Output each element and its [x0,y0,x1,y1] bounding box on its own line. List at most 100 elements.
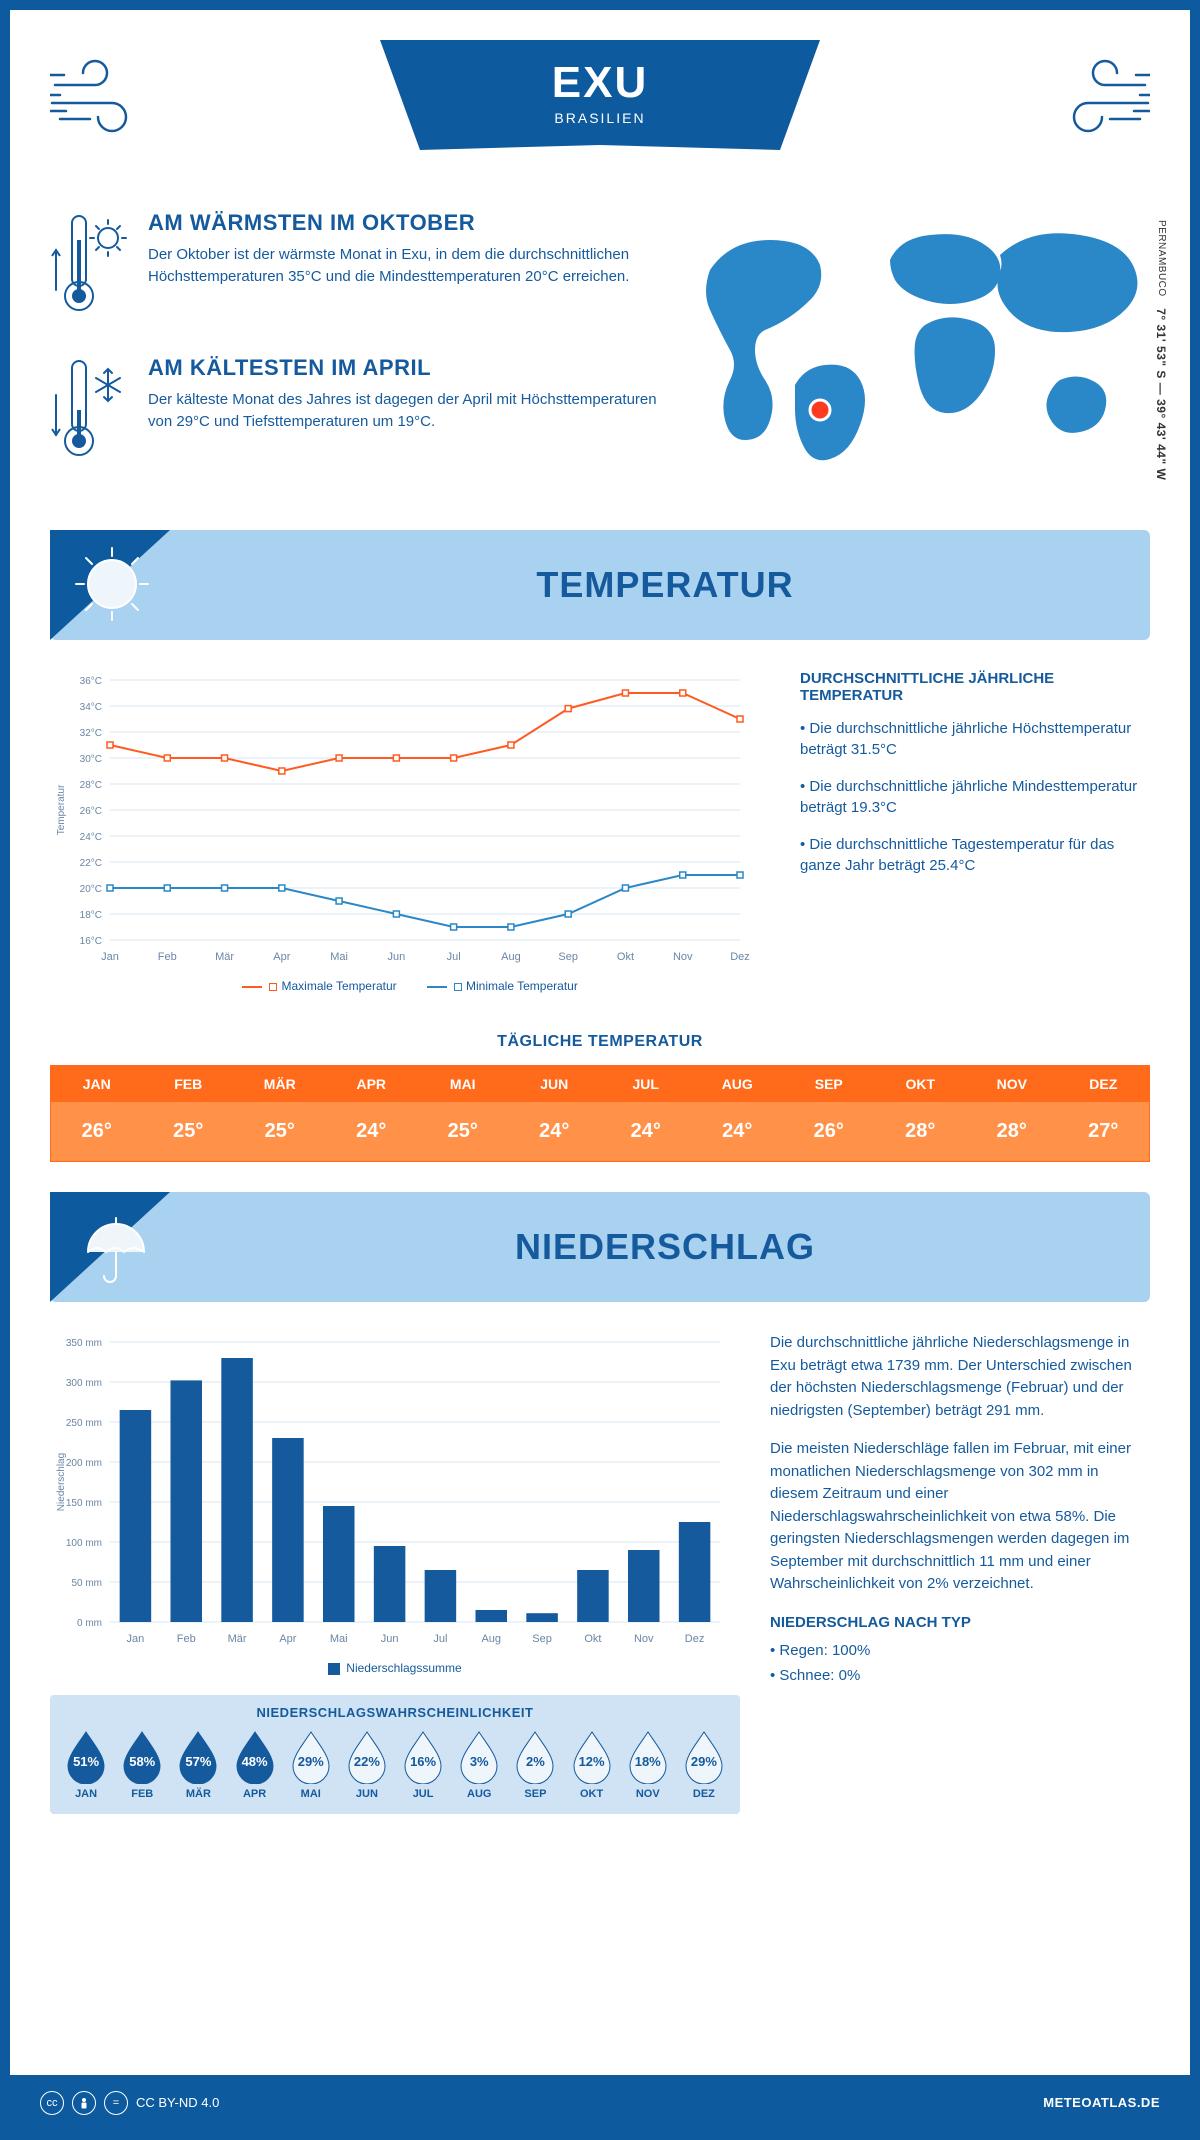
location-marker [810,400,830,420]
probability-drop: 12% OKT [566,1730,618,1800]
table-cell: 26° [783,1102,875,1161]
table-header: FEB [143,1066,235,1102]
table-header: JUL [600,1066,692,1102]
daily-temp-table: JANFEBMÄRAPRMAIJUNJULAUGSEPOKTNOVDEZ26°2… [50,1065,1150,1162]
svg-text:350 mm: 350 mm [66,1338,102,1349]
table-header: DEZ [1058,1066,1150,1102]
svg-text:24°C: 24°C [80,832,102,843]
svg-text:22°C: 22°C [80,858,102,869]
svg-text:26°C: 26°C [80,806,102,817]
probability-drop: 29% DEZ [678,1730,730,1800]
svg-text:16°C: 16°C [80,936,102,947]
umbrella-icon [70,1204,155,1294]
svg-text:Jun: Jun [381,1633,399,1645]
table-cell: 27° [1058,1102,1150,1161]
table-header: APR [326,1066,418,1102]
svg-text:Sep: Sep [532,1633,552,1645]
temperature-line-chart: 16°C18°C20°C22°C24°C26°C28°C30°C32°C34°C… [50,670,770,993]
svg-text:34°C: 34°C [80,702,102,713]
svg-text:Niederschlag: Niederschlag [56,1453,67,1511]
fact-text: Der kälteste Monat des Jahres ist dagege… [148,389,660,433]
table-cell: 24° [326,1102,418,1161]
table-header: AUG [692,1066,784,1102]
svg-text:Dez: Dez [685,1633,705,1645]
svg-text:Sep: Sep [558,951,578,963]
world-map-svg [690,210,1150,470]
section-title: TEMPERATUR [536,564,793,606]
intro-row: AM WÄRMSTEN IM OKTOBER Der Oktober ist d… [50,210,1150,500]
svg-text:Jan: Jan [127,1633,145,1645]
infographic-page: EXU BRASILIEN AM WÄRMSTEN IM OKTOBER Der… [0,0,1200,2140]
svg-text:32°C: 32°C [80,728,102,739]
precipitation-bar-chart: 0 mm50 mm100 mm150 mm200 mm250 mm300 mm3… [50,1332,740,1675]
footer: cc = CC BY-ND 4.0 METEOATLAS.DE [10,2075,1190,2130]
svg-text:Feb: Feb [158,951,177,963]
svg-text:Jul: Jul [447,951,461,963]
svg-text:0 mm: 0 mm [77,1618,102,1629]
section-banner-precip: NIEDERSCHLAG [50,1192,1150,1302]
svg-text:Okt: Okt [584,1633,601,1645]
table-cell: 28° [875,1102,967,1161]
daily-temp-title: TÄGLICHE TEMPERATUR [50,1033,1150,1051]
svg-text:Nov: Nov [634,1633,654,1645]
fact-coldest: AM KÄLTESTEN IM APRIL Der kälteste Monat… [50,355,660,470]
header: EXU BRASILIEN [50,40,1150,190]
wind-icon [1040,55,1150,150]
svg-text:50 mm: 50 mm [71,1578,102,1589]
svg-text:30°C: 30°C [80,754,102,765]
table-header: JUN [509,1066,601,1102]
svg-text:Okt: Okt [617,951,634,963]
svg-text:Mär: Mär [215,951,234,963]
table-header: MAI [417,1066,509,1102]
precipitation-summary: Die durchschnittliche jährliche Niedersc… [770,1332,1150,1814]
probability-drop: 16% JUL [397,1730,449,1800]
nd-icon: = [104,2091,128,2115]
svg-text:Aug: Aug [501,951,521,963]
table-cell: 25° [234,1102,326,1161]
probability-drop: 58% FEB [116,1730,168,1800]
fact-title: AM WÄRMSTEN IM OKTOBER [148,210,660,236]
svg-text:Mai: Mai [330,1633,348,1645]
svg-text:Mai: Mai [330,951,348,963]
svg-text:36°C: 36°C [80,676,102,687]
fact-warmest: AM WÄRMSTEN IM OKTOBER Der Oktober ist d… [50,210,660,325]
chart-legend: Niederschlagssumme [50,1661,740,1675]
country-name: BRASILIEN [554,110,645,126]
thermometer-cold-icon [50,355,130,470]
table-header: MÄR [234,1066,326,1102]
fact-title: AM KÄLTESTEN IM APRIL [148,355,660,381]
chart-legend: Maximale Temperatur Minimale Temperatur [50,979,770,993]
table-header: NOV [966,1066,1058,1102]
svg-text:Temperatur: Temperatur [56,784,67,835]
probability-drop: 22% JUN [341,1730,393,1800]
table-cell: 28° [966,1102,1058,1161]
table-cell: 24° [509,1102,601,1161]
table-cell: 25° [417,1102,509,1161]
svg-text:150 mm: 150 mm [66,1498,102,1509]
svg-text:Apr: Apr [273,951,290,963]
world-map: PERNAMBUCO 7° 31' 53" S — 39° 43' 44" W [690,210,1150,500]
svg-text:100 mm: 100 mm [66,1538,102,1549]
thermometer-hot-icon [50,210,130,325]
table-cell: 26° [51,1102,143,1161]
svg-text:Jul: Jul [433,1633,447,1645]
svg-text:Dez: Dez [730,951,750,963]
probability-drop: 18% NOV [622,1730,674,1800]
svg-text:Apr: Apr [279,1633,296,1645]
svg-text:Aug: Aug [481,1633,501,1645]
svg-text:Jun: Jun [387,951,405,963]
svg-text:28°C: 28°C [80,780,102,791]
probability-drop: 3% AUG [453,1730,505,1800]
table-header: OKT [875,1066,967,1102]
cc-icon: cc [40,2091,64,2115]
probability-drop: 29% MAI [285,1730,337,1800]
svg-text:20°C: 20°C [80,884,102,895]
svg-text:300 mm: 300 mm [66,1378,102,1389]
city-name: EXU [552,58,648,108]
svg-text:Jan: Jan [101,951,119,963]
fact-text: Der Oktober ist der wärmste Monat in Exu… [148,244,660,288]
svg-text:Feb: Feb [177,1633,196,1645]
site-name: METEOATLAS.DE [1043,2095,1160,2110]
probability-drop: 51% JAN [60,1730,112,1800]
wind-icon [50,55,160,150]
